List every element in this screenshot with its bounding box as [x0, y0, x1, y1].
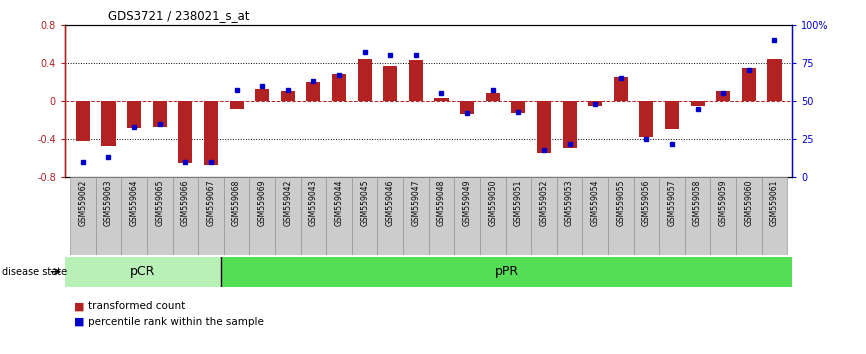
Text: GSM559043: GSM559043 [309, 179, 318, 226]
Bar [221, 257, 792, 287]
Bar [383, 66, 397, 101]
Text: pCR: pCR [130, 265, 156, 278]
Bar [486, 93, 500, 101]
Bar [307, 82, 320, 101]
Bar [659, 177, 685, 255]
Bar [332, 74, 346, 101]
Bar [537, 101, 551, 153]
Bar [121, 177, 147, 255]
Bar [588, 101, 602, 105]
Text: ■: ■ [74, 301, 84, 311]
Bar [429, 177, 455, 255]
Bar [326, 177, 352, 255]
Bar [352, 177, 378, 255]
Bar [506, 177, 531, 255]
Text: percentile rank within the sample: percentile rank within the sample [88, 317, 264, 327]
Text: GSM559057: GSM559057 [668, 179, 676, 226]
Bar [223, 177, 249, 255]
Bar [639, 101, 654, 137]
Text: GSM559051: GSM559051 [514, 179, 523, 226]
Text: GSM559044: GSM559044 [334, 179, 344, 226]
Bar [634, 177, 659, 255]
Bar [767, 59, 781, 101]
Bar [378, 177, 403, 255]
Bar [563, 101, 577, 148]
Text: GDS3721 / 238021_s_at: GDS3721 / 238021_s_at [108, 9, 249, 22]
Bar [736, 177, 762, 255]
Text: GSM559055: GSM559055 [617, 179, 625, 226]
Bar [147, 177, 172, 255]
Bar [127, 101, 141, 127]
Bar [403, 177, 429, 255]
Bar [608, 177, 634, 255]
Bar [690, 101, 705, 105]
Text: GSM559047: GSM559047 [411, 179, 420, 226]
Text: GSM559069: GSM559069 [258, 179, 267, 226]
Text: pPR: pPR [494, 265, 519, 278]
Bar [742, 68, 756, 101]
Bar [178, 101, 192, 163]
Text: GSM559066: GSM559066 [181, 179, 190, 226]
Text: GSM559059: GSM559059 [719, 179, 727, 226]
Text: GSM559065: GSM559065 [155, 179, 165, 226]
Text: GSM559052: GSM559052 [540, 179, 548, 226]
Bar [511, 101, 526, 113]
Text: GSM559054: GSM559054 [591, 179, 599, 226]
Bar [685, 177, 710, 255]
Text: GSM559064: GSM559064 [130, 179, 139, 226]
Bar [198, 177, 223, 255]
Bar [358, 59, 372, 101]
Text: GSM559049: GSM559049 [462, 179, 472, 226]
Text: GSM559046: GSM559046 [385, 179, 395, 226]
Bar [204, 101, 218, 165]
Bar [409, 60, 423, 101]
Bar [557, 177, 582, 255]
Bar [95, 177, 121, 255]
Bar [255, 88, 269, 101]
Text: ■: ■ [74, 317, 84, 327]
Text: GSM559063: GSM559063 [104, 179, 113, 226]
Bar [762, 177, 787, 255]
Bar [480, 177, 506, 255]
Bar [460, 101, 475, 114]
Bar [275, 177, 301, 255]
Text: GSM559045: GSM559045 [360, 179, 369, 226]
Bar [229, 101, 243, 108]
Bar [249, 177, 275, 255]
Text: GSM559061: GSM559061 [770, 179, 779, 226]
Bar [716, 91, 730, 101]
Bar [582, 177, 608, 255]
Bar [531, 177, 557, 255]
Text: GSM559053: GSM559053 [565, 179, 574, 226]
Bar [710, 177, 736, 255]
Text: GSM559050: GSM559050 [488, 179, 497, 226]
Bar [665, 101, 679, 130]
Text: GSM559068: GSM559068 [232, 179, 241, 226]
Bar [455, 177, 480, 255]
Bar [65, 257, 221, 287]
Bar [614, 77, 628, 101]
Bar [152, 101, 167, 127]
Bar [281, 91, 294, 101]
Text: transformed count: transformed count [88, 301, 185, 311]
Bar [172, 177, 198, 255]
Bar [76, 101, 90, 141]
Text: GSM559058: GSM559058 [693, 179, 702, 226]
Text: GSM559060: GSM559060 [745, 179, 753, 226]
Text: GSM559067: GSM559067 [206, 179, 216, 226]
Bar [70, 177, 95, 255]
Bar [101, 101, 115, 145]
Text: disease state: disease state [2, 267, 67, 277]
Bar [435, 98, 449, 101]
Text: GSM559042: GSM559042 [283, 179, 293, 226]
Text: GSM559062: GSM559062 [79, 179, 87, 226]
Text: GSM559048: GSM559048 [437, 179, 446, 226]
Bar [301, 177, 326, 255]
Text: GSM559056: GSM559056 [642, 179, 651, 226]
